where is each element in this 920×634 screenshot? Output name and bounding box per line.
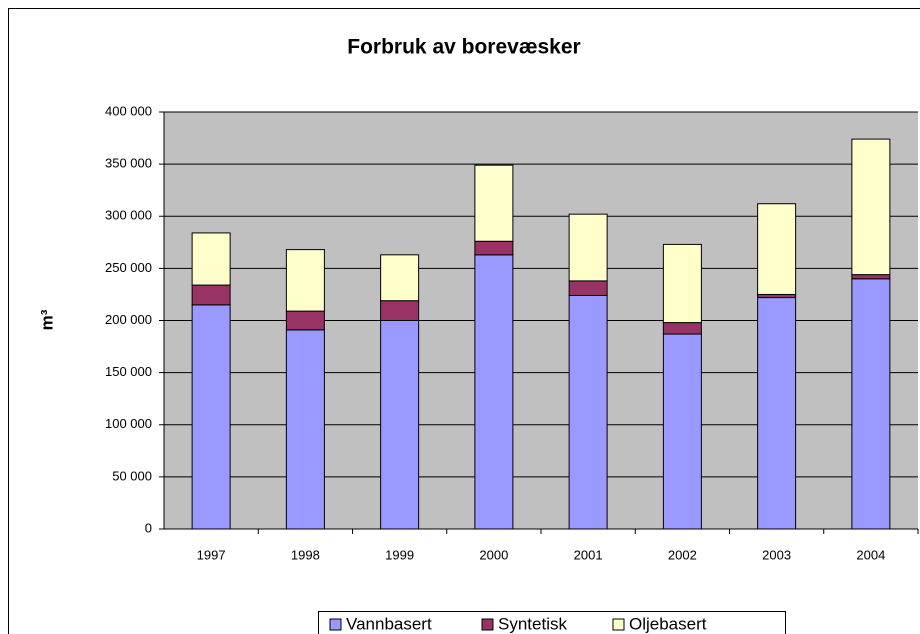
legend-swatch [329, 618, 342, 631]
bar-segment [191, 232, 231, 286]
bar-segment [380, 320, 420, 530]
bar-segment [568, 294, 608, 530]
bar-segment [285, 310, 325, 331]
bar-segment [851, 274, 891, 280]
x-tick-label: 1997 [197, 547, 226, 562]
bar-segment [662, 333, 702, 530]
bar-segment [285, 329, 325, 530]
y-tick-label: 250 000 [105, 260, 152, 275]
bar-segment [851, 278, 891, 530]
bar-segment [191, 304, 231, 530]
legend-box [318, 611, 786, 634]
y-tick-label: 50 000 [112, 468, 152, 483]
bar-segment [757, 203, 797, 295]
bar-segment [568, 280, 608, 296]
y-tick-label: 200 000 [105, 312, 152, 327]
y-tick-label: 350 000 [105, 156, 152, 171]
x-tick-label: 2004 [856, 547, 885, 562]
bar-segment [851, 138, 891, 276]
bar-segment [474, 164, 514, 242]
bar-segment [285, 249, 325, 312]
legend-label: Vannbasert [346, 614, 432, 633]
x-tick-label: 2000 [479, 547, 508, 562]
y-tick-label: 100 000 [105, 416, 152, 431]
bar-segment [474, 254, 514, 530]
bar-segment [191, 284, 231, 306]
x-tick-label: 1999 [385, 547, 414, 562]
x-tick-label: 2001 [574, 547, 603, 562]
bar-segment [662, 243, 702, 324]
x-tick-label: 2002 [668, 547, 697, 562]
y-tick-label: 400 000 [105, 103, 152, 118]
legend-label: Syntetisk [498, 614, 567, 633]
chart-title: Forbruk av borevæsker [347, 36, 580, 59]
bar-segment [662, 322, 702, 335]
bar-segment [474, 240, 514, 256]
legend-swatch [612, 618, 625, 631]
bar-segment [380, 300, 420, 322]
y-tick-label: 0 [145, 520, 152, 535]
y-tick-label: 300 000 [105, 208, 152, 223]
x-tick-label: 2003 [762, 547, 791, 562]
legend-label: Oljebasert [629, 614, 707, 633]
legend-swatch [481, 618, 494, 631]
bar-segment [380, 254, 420, 302]
x-tick-label: 1998 [291, 547, 320, 562]
bar-segment [757, 297, 797, 530]
y-axis-label: m³ [37, 309, 56, 330]
bar-segment [568, 213, 608, 282]
y-tick-label: 150 000 [105, 364, 152, 379]
